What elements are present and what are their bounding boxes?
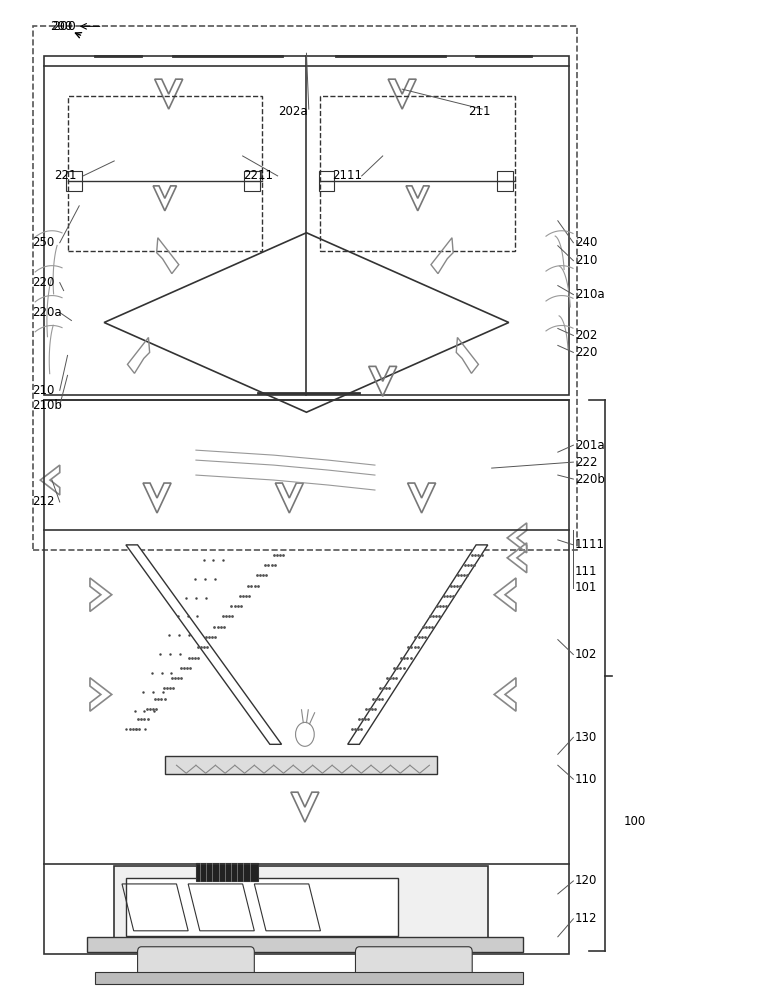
Polygon shape xyxy=(348,545,488,744)
Text: 240: 240 xyxy=(575,236,597,249)
Bar xyxy=(126,878,398,936)
Text: 202: 202 xyxy=(575,329,597,342)
Text: 220: 220 xyxy=(575,346,597,359)
Text: 201a: 201a xyxy=(575,439,604,452)
Text: 220a: 220a xyxy=(33,306,62,319)
Bar xyxy=(196,863,259,881)
Text: 200: 200 xyxy=(50,20,72,33)
Text: 222: 222 xyxy=(575,456,597,469)
Text: 101: 101 xyxy=(575,581,597,594)
Text: 221: 221 xyxy=(55,169,77,182)
Text: 130: 130 xyxy=(575,731,597,744)
Text: 202a: 202a xyxy=(278,105,307,118)
Text: 220b: 220b xyxy=(575,473,604,486)
Text: 100: 100 xyxy=(624,815,646,828)
Text: 110: 110 xyxy=(575,773,597,786)
Bar xyxy=(45,400,569,954)
Bar xyxy=(114,866,488,941)
Text: 212: 212 xyxy=(33,495,55,508)
Polygon shape xyxy=(126,545,281,744)
Text: 210: 210 xyxy=(33,384,55,397)
Text: 220: 220 xyxy=(33,276,55,289)
Bar xyxy=(165,756,437,774)
Text: 1111: 1111 xyxy=(575,538,605,551)
Text: 210a: 210a xyxy=(575,288,604,301)
Text: 120: 120 xyxy=(575,874,597,887)
Bar xyxy=(45,56,569,395)
Text: 111: 111 xyxy=(575,565,597,578)
Bar xyxy=(497,171,512,191)
FancyBboxPatch shape xyxy=(137,947,255,979)
Text: 250: 250 xyxy=(33,236,55,249)
Text: 2111: 2111 xyxy=(332,169,362,182)
Bar xyxy=(66,171,81,191)
Bar xyxy=(95,972,522,984)
Text: 102: 102 xyxy=(575,648,597,661)
Text: 211: 211 xyxy=(469,105,490,118)
Bar xyxy=(244,171,260,191)
Text: 200: 200 xyxy=(52,20,76,33)
Bar xyxy=(87,937,522,952)
Bar xyxy=(319,171,334,191)
Text: 2211: 2211 xyxy=(243,169,273,182)
Text: 210b: 210b xyxy=(33,399,62,412)
Text: 112: 112 xyxy=(575,912,597,925)
Text: 210: 210 xyxy=(575,254,597,267)
FancyBboxPatch shape xyxy=(355,947,473,979)
